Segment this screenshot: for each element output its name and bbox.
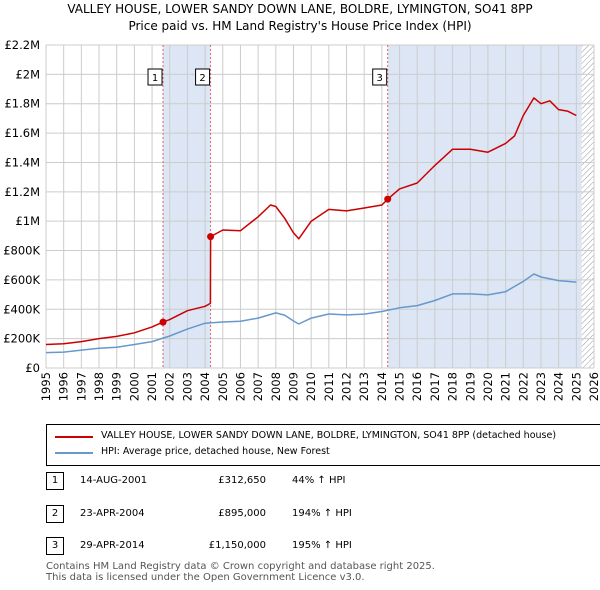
x-tick-label: 2026 [587,372,600,401]
transaction-price: £312,650 [218,475,266,486]
chart-subtitle: Price paid vs. HM Land Registry's House … [128,19,472,33]
transaction-date: 29-APR-2014 [80,540,145,551]
x-tick-label: 2012 [340,372,354,401]
x-tick-label: 2018 [446,372,460,401]
x-tick-label: 1995 [39,372,53,401]
x-tick-label: 2001 [145,372,159,401]
transaction-number: 2 [46,505,64,523]
y-tick-label: £800K [3,244,40,258]
x-tick-label: 2002 [163,372,177,401]
sale-label: 1 [152,73,158,84]
transaction-number: 3 [46,537,64,555]
transaction-row: 2 23-APR-2004 £895,000 194% ↑ HPI [0,505,600,525]
x-tick-label: 2011 [322,372,336,401]
y-tick-label: £1M [15,214,40,228]
legend-swatch-hpi [55,452,93,454]
sale-label-box [372,68,388,86]
transaction-number: 1 [46,472,64,490]
x-tick-label: 1997 [74,372,88,401]
transaction-row: 1 14-AUG-2001 £312,650 44% ↑ HPI [0,472,600,492]
footer-licence: This data is licensed under the Open Gov… [46,572,365,583]
x-tick-label: 2020 [481,372,495,401]
sale-label-box [147,68,163,86]
transaction-date: 14-AUG-2001 [80,475,148,486]
transaction-hpi-change: 195% ↑ HPI [292,540,352,551]
sale-point [384,195,392,203]
ownership-shade [163,45,211,368]
x-tick-label: 1998 [92,372,106,401]
ownership-shade [387,45,582,368]
x-tick-label: 1999 [110,372,124,401]
x-tick-label: 2025 [569,372,583,401]
x-tick-label: 2000 [127,372,141,401]
sale-label: 2 [199,73,205,84]
sale-point [207,233,215,241]
y-tick-label: £200K [3,332,40,346]
transaction-date: 23-APR-2004 [80,508,145,519]
x-tick-label: 1996 [57,372,71,401]
y-tick-label: £2.2M [4,38,40,52]
x-tick-label: 2006 [233,372,247,401]
transaction-price: £895,000 [218,508,266,519]
transaction-hpi-change: 194% ↑ HPI [292,508,352,519]
transaction-price: £1,150,000 [208,540,266,551]
sale-point [159,318,167,326]
transaction-row: 3 29-APR-2014 £1,150,000 195% ↑ HPI [0,537,600,557]
y-tick-label: £1.2M [4,185,40,199]
x-tick-label: 2021 [499,372,513,401]
chart-title: VALLEY HOUSE, LOWER SANDY DOWN LANE, BOL… [67,2,533,16]
legend-label-hpi: HPI: Average price, detached house, New … [101,446,330,457]
y-tick-label: £1.4M [4,155,40,169]
hpi-line [45,273,577,354]
transaction-hpi-change: 44% ↑ HPI [292,475,346,486]
y-tick-label: £600K [3,273,40,287]
x-tick-label: 2017 [428,372,442,401]
sale-label-box [195,68,211,86]
legend-swatch-property [55,436,93,438]
legend: VALLEY HOUSE, LOWER SANDY DOWN LANE, BOL… [46,424,600,466]
y-tick-label: £1.8M [4,97,40,111]
legend-label-property: VALLEY HOUSE, LOWER SANDY DOWN LANE, BOL… [101,430,557,441]
future-hatch [581,45,594,368]
x-tick-label: 2004 [198,372,212,401]
x-tick-label: 2010 [304,372,318,401]
x-tick-label: 2024 [552,372,566,401]
y-tick-label: £1.6M [4,126,40,140]
x-tick-label: 2005 [216,372,230,401]
y-tick-label: £0 [25,361,40,375]
sale-label: 3 [377,73,383,84]
y-tick-label: £400K [3,302,40,316]
x-tick-label: 2019 [463,372,477,401]
x-tick-label: 2008 [269,372,283,401]
x-tick-label: 2009 [286,372,300,401]
x-tick-label: 2016 [410,372,424,401]
price-chart: 1 2 3 £0 £200K £400K £600K £800K £1M £1.2M £1.4M £… [3,38,600,401]
x-tick-label: 2014 [375,372,389,401]
x-tick-label: 2003 [180,372,194,401]
y-tick-label: £2M [15,67,40,81]
x-tick-label: 2007 [251,372,265,401]
footer-copyright: Contains HM Land Registry data © Crown c… [46,561,435,572]
x-tick-label: 2015 [393,372,407,401]
x-tick-label: 2023 [534,372,548,401]
x-tick-label: 2013 [357,372,371,401]
x-tick-label: 2022 [516,372,530,401]
